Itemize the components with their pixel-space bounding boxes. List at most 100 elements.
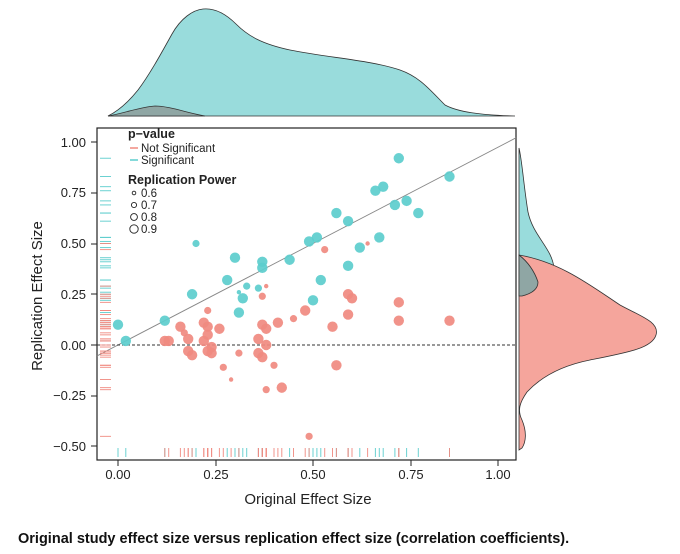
not-significant-point	[393, 315, 404, 326]
x-axis-label: Original Effect Size	[244, 491, 371, 508]
plot-marks	[96, 137, 517, 457]
x-tick-label: 0.75	[398, 467, 423, 482]
not-significant-point	[444, 315, 455, 326]
not-significant-point	[305, 432, 313, 440]
significant-point	[444, 171, 455, 182]
significant-point	[315, 274, 326, 286]
not-significant-point	[261, 339, 272, 351]
not-significant-point	[346, 293, 358, 304]
significant-point	[236, 290, 242, 295]
significant-point	[413, 207, 424, 219]
legend-size-key	[129, 224, 139, 234]
significant-point	[120, 335, 131, 347]
not-significant-point	[331, 360, 342, 371]
significant-point	[254, 284, 262, 292]
not-significant-point	[393, 297, 404, 308]
figure-caption: Original study effect size versus replic…	[18, 531, 570, 547]
significant-point	[307, 295, 319, 306]
top-marginal-density	[107, 8, 516, 117]
not-significant-point	[300, 305, 311, 316]
top-density-not-significant	[107, 105, 206, 117]
legend: p−value Not Significant Significant Repl…	[128, 127, 236, 236]
y-tick-label: 1.00	[61, 135, 86, 150]
not-significant-point	[175, 321, 186, 332]
legend-size-label: 0.9	[141, 224, 157, 236]
not-significant-point	[289, 315, 298, 323]
significant-point	[342, 260, 354, 272]
not-significant-point	[276, 382, 287, 393]
significant-point	[401, 195, 412, 207]
significant-point	[311, 232, 323, 243]
significant-point	[354, 242, 365, 253]
significant-point	[378, 181, 389, 192]
not-significant-point	[327, 321, 338, 332]
significant-point	[229, 252, 241, 263]
significant-point	[237, 293, 248, 304]
y-tick-label: 0.00	[61, 338, 86, 353]
not-significant-point	[264, 283, 269, 289]
plot-panel	[96, 127, 517, 461]
legend-significant-label: Significant	[141, 155, 195, 167]
significant-point	[284, 254, 295, 265]
legend-size-key	[130, 201, 138, 209]
significant-point	[393, 153, 404, 164]
not-significant-point	[206, 347, 217, 359]
x-tick-label: 0.00	[105, 467, 130, 482]
not-significant-point	[365, 241, 370, 246]
x-tick-label: 0.25	[203, 467, 228, 482]
right-density-not-significant	[518, 254, 657, 451]
significant-point	[257, 262, 268, 274]
not-significant-point	[257, 351, 268, 363]
not-significant-point	[198, 335, 209, 347]
y-tick-label: 0.75	[61, 185, 86, 200]
not-significant-point	[258, 292, 266, 300]
significant-point	[192, 239, 200, 248]
legend-not-significant-label: Not Significant	[141, 143, 216, 155]
not-significant-point	[261, 323, 272, 334]
not-significant-point	[321, 245, 329, 254]
not-significant-point	[219, 363, 227, 371]
legend-size-label: 0.6	[141, 188, 157, 200]
significant-point	[303, 236, 315, 247]
y-tick-label: 0.50	[61, 236, 86, 251]
significant-point	[331, 207, 342, 219]
significant-point	[243, 282, 251, 290]
not-significant-point	[228, 377, 234, 382]
not-significant-point	[342, 309, 354, 320]
significant-point	[374, 232, 385, 243]
legend-size-label: 0.7	[141, 200, 157, 212]
y-tick-label: −0.50	[53, 439, 86, 454]
not-significant-point	[204, 306, 212, 315]
not-significant-point	[272, 317, 284, 328]
significant-point	[186, 289, 198, 300]
not-significant-point	[235, 349, 243, 357]
not-significant-point	[183, 333, 194, 345]
legend-size-key	[130, 213, 138, 221]
significant-point	[342, 215, 354, 227]
not-significant-point	[202, 321, 213, 332]
legend-size-label: 0.8	[141, 212, 157, 224]
not-significant-point	[270, 361, 278, 369]
legend-size-title: Replication Power	[128, 173, 236, 187]
not-significant-point	[186, 349, 198, 361]
x-tick-label: 0.50	[300, 467, 325, 482]
y-tick-label: −0.25	[53, 388, 86, 403]
significant-point	[222, 274, 233, 286]
x-tick-label: 1.00	[485, 467, 510, 482]
not-significant-point	[163, 335, 174, 347]
y-tick-label: 0.25	[61, 287, 86, 302]
x-axis: 0.00 0.25 0.50 0.75 1.00	[105, 460, 511, 482]
top-density-significant	[107, 8, 516, 117]
significant-point	[159, 315, 170, 326]
significant-point	[233, 307, 245, 318]
right-density-overlap	[518, 254, 539, 297]
significant-point	[112, 319, 124, 330]
y-axis: 1.00 0.75 0.50 0.25 0.00 −0.25 −0.50	[53, 135, 97, 454]
y-axis-label: Replication Effect Size	[29, 221, 46, 371]
right-marginal-density	[518, 147, 657, 451]
significant-point	[389, 199, 401, 211]
legend-color-title: p−value	[128, 127, 175, 141]
significant-point	[370, 185, 381, 196]
not-significant-point	[253, 333, 264, 345]
not-significant-point	[214, 323, 225, 334]
